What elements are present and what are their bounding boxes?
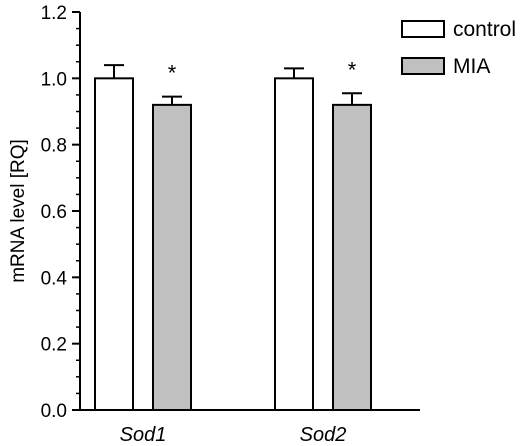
x-category-label: Sod1 [120,424,167,446]
y-tick-label: 0.4 [41,268,68,289]
x-category-label: Sod2 [300,424,347,446]
y-tick-label: 0.2 [41,335,67,356]
significance-marker: * [348,57,357,82]
x-axis: Sod1 Sod2 [79,409,420,446]
legend-swatch-mia [401,57,445,75]
bar-mia-sod2 [332,103,372,411]
y-tick-label: 0.0 [41,401,67,422]
legend-swatch-control [401,20,445,38]
y-axis: 0.0 0.2 0.4 0.6 0.8 1.0 1.2 [41,3,81,422]
y-tick-label: 1.2 [41,3,67,24]
y-tick-label: 0.6 [41,202,67,223]
bar-control-sod2 [274,77,314,411]
y-tick-label: 1.0 [41,69,67,90]
legend-label: MIA [453,55,490,78]
y-axis-label: mRNA level [RQ] [8,139,29,283]
error-bars-layer: * * [104,57,362,105]
significance-marker: * [168,61,177,86]
bar-control-sod1 [94,77,134,411]
y-tick-label: 0.8 [41,136,67,157]
bar-mia-sod1 [152,103,192,411]
legend-label: control [453,18,516,41]
bars-layer [94,77,372,411]
legend: control MIA [401,18,516,78]
